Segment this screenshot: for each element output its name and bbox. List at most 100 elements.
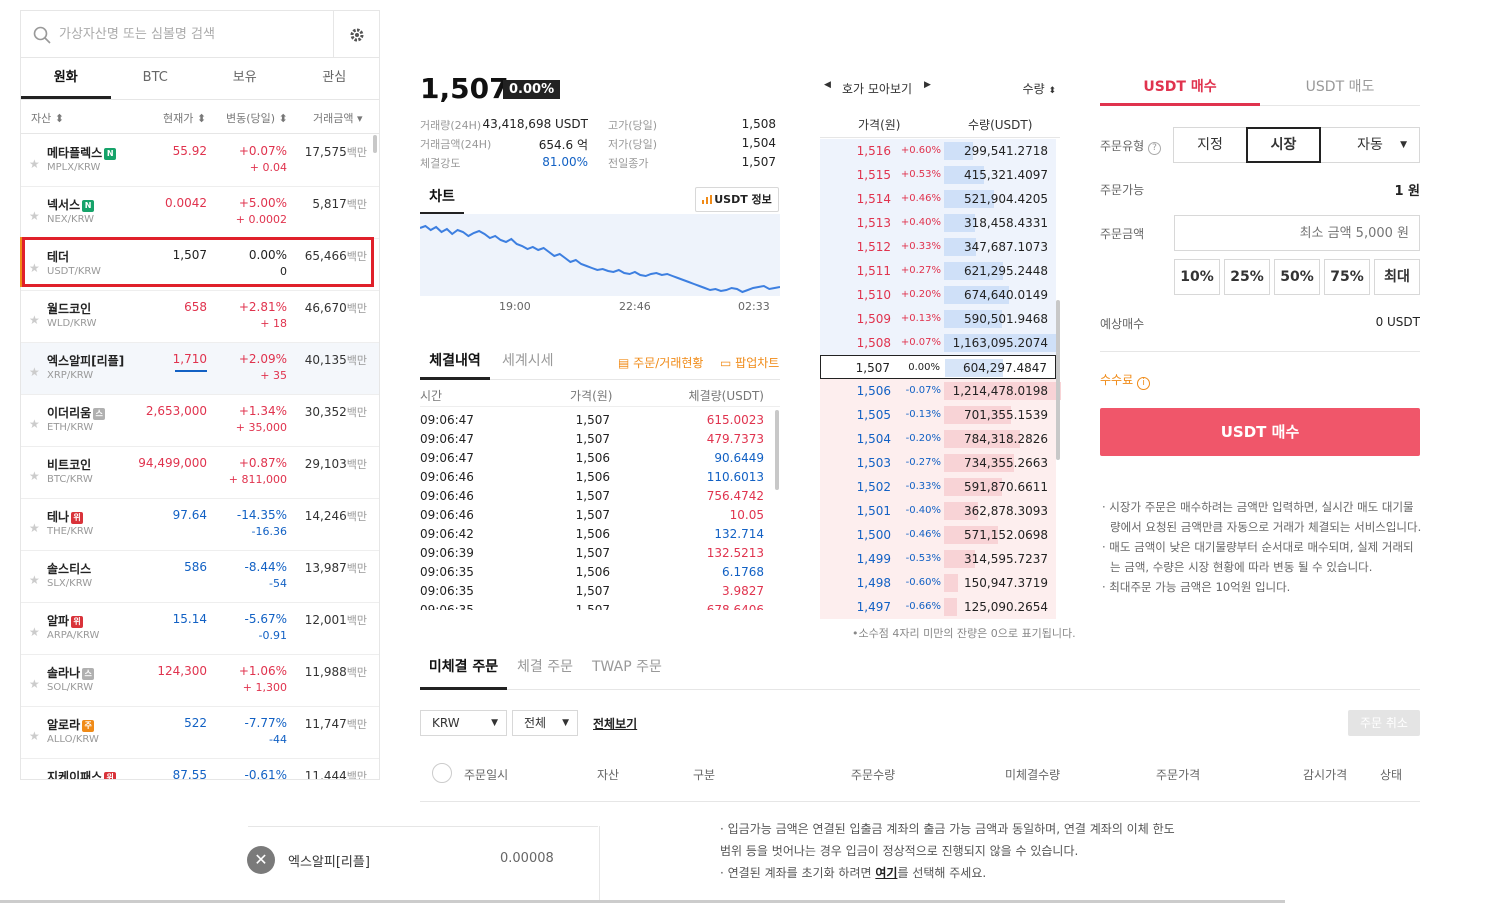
select-all-checkbox[interactable]	[432, 763, 452, 783]
market-row[interactable]: ★ 알파 위 ARPA/KRW 15.14 -5.67% -0.91 12,001백만	[21, 603, 379, 655]
orderbook-row[interactable]: 1,514 +0.46% 521,904.4205	[820, 187, 1056, 211]
help-icon[interactable]: ?	[1148, 142, 1161, 155]
star-icon[interactable]: ★	[29, 209, 40, 223]
market-scrollbar[interactable]	[373, 135, 377, 153]
orderbook-row[interactable]: 1,510 +0.20% 674,640.0149	[820, 283, 1056, 307]
market-row[interactable]: ★ 메타플렉스 N MPLX/KRW 55.92 +0.07% + 0.04 17,575백만	[21, 135, 379, 187]
currency-filter-select[interactable]: KRW ▼	[420, 710, 507, 736]
tab-filled-orders[interactable]: 체결 주문	[517, 659, 573, 675]
orderbook-row[interactable]: 1,509 +0.13% 590,501.9468	[820, 307, 1056, 331]
tab-holdings[interactable]: 보유	[232, 70, 257, 85]
cancel-order-button[interactable]: 주문 취소	[1348, 710, 1420, 736]
order-type-market[interactable]: 시장	[1246, 127, 1321, 163]
tab-buy[interactable]: USDT 매수	[1100, 72, 1260, 106]
stat-value: 81.00%	[542, 155, 588, 169]
fee-link[interactable]: 수수료 i	[1100, 371, 1151, 390]
orderbook-row[interactable]: 1,505 -0.13% 701,355.1539	[820, 403, 1056, 427]
tab-world-price[interactable]: 세계시세	[502, 353, 554, 369]
tab-open-orders[interactable]: 미체결 주문	[420, 652, 507, 690]
orderbook-row[interactable]: 1,513 +0.40% 318,458.4331	[820, 211, 1056, 235]
tab-trade-history[interactable]: 체결내역	[420, 350, 490, 380]
star-icon[interactable]: ★	[29, 521, 40, 535]
usdt-info-button[interactable]: USDT 정보	[695, 187, 779, 212]
market-row[interactable]: ★ 테나 위 THE/KRW 97.64 -14.35% -16.36 14,246백만	[21, 499, 379, 551]
market-row[interactable]: ★ 알로라 주 ALLO/KRW 522 -7.77% -44 11,747백만	[21, 707, 379, 759]
asset-badge: 주	[82, 720, 95, 732]
market-row[interactable]: ★ 넥서스 N NEX/KRW 0.0042 +5.00% + 0.0002 5,817백만	[21, 187, 379, 239]
amount-input[interactable]	[1174, 215, 1420, 251]
col-price[interactable]: 현재가 ⬍	[163, 112, 207, 125]
star-icon[interactable]: ★	[29, 157, 40, 171]
orderbook-row[interactable]: 1,507 0.00% 604,297.4847	[820, 355, 1056, 379]
asset-name: 이더리움 스	[47, 404, 106, 421]
orderbook-row[interactable]: 1,502 -0.33% 591,870.6611	[820, 475, 1056, 499]
orderbook-row[interactable]: 1,503 -0.27% 734,355.2663	[820, 451, 1056, 475]
tab-favorites[interactable]: 관심	[322, 70, 347, 85]
ob-qty: 571,152.0698	[964, 528, 1048, 542]
market-row[interactable]: ★ 월드코인 WLD/KRW 658 +2.81% + 18 46,670백만	[21, 291, 379, 343]
orderbook-row[interactable]: 1,508 +0.07% 1,163,095.2074	[820, 331, 1056, 355]
reset-link[interactable]: 여기	[875, 866, 898, 880]
tab-sell[interactable]: USDT 매도	[1305, 79, 1375, 95]
market-row[interactable]: ★ 엑스알피[리플] XRP/KRW 1,710 +2.09% + 35 40,135백만	[21, 343, 379, 395]
gear-icon[interactable]	[333, 11, 379, 58]
order-status-link[interactable]: ▤ 주문/거래현황	[618, 356, 704, 370]
orderbook-row[interactable]: 1,512 +0.33% 347,687.1073	[820, 235, 1056, 259]
orderbook-row[interactable]: 1,497 -0.66% 125,090.2654	[820, 595, 1056, 619]
popup-chart-link[interactable]: ▭ 팝업차트	[720, 356, 780, 370]
orderbook-row[interactable]: 1,515 +0.53% 415,321.4097	[820, 163, 1056, 187]
pct-max-button[interactable]: 최대	[1374, 259, 1420, 295]
trade-price: 1,506	[575, 470, 610, 484]
view-all-link[interactable]: 전체보기	[593, 717, 638, 731]
pct-10-button[interactable]: 10%	[1174, 259, 1220, 295]
orderbook-row[interactable]: 1,500 -0.46% 571,152.0698	[820, 523, 1056, 547]
orderbook-sort[interactable]: 수량 ⬍	[1022, 82, 1056, 96]
orderbook-scrollbar[interactable]	[1056, 300, 1060, 460]
market-search-input[interactable]	[59, 21, 329, 47]
expected-label: 예상매수	[1100, 317, 1145, 331]
col-volume[interactable]: 거래금액 ▾	[313, 112, 363, 125]
orderbook-row[interactable]: 1,499 -0.53% 314,595.7237	[820, 547, 1056, 571]
star-icon[interactable]: ★	[29, 625, 40, 639]
buy-button[interactable]: USDT 매수	[1100, 408, 1420, 456]
chevron-right-icon[interactable]: ▶	[924, 80, 931, 90]
trade-time: 09:06:47	[420, 413, 474, 427]
chevron-left-icon[interactable]: ◀	[824, 80, 831, 90]
pct-75-button[interactable]: 75%	[1324, 259, 1370, 295]
type-filter-select[interactable]: 전체 ▼	[512, 710, 578, 736]
asset-badge: 스	[82, 668, 95, 680]
market-row[interactable]: ★ 솔라나 스 SOL/KRW 124,300 +1.06% + 1,300 11,988백만	[21, 655, 379, 707]
orderbook-row[interactable]: 1,506 -0.07% 1,214,478.0198	[820, 379, 1061, 403]
market-row[interactable]: ★ 솔스티스 SLX/KRW 586 -8.44% -54 13,987백만	[21, 551, 379, 603]
col-asset[interactable]: 자산 ⬍	[31, 112, 64, 125]
star-icon[interactable]: ★	[29, 573, 40, 587]
star-icon[interactable]: ★	[29, 313, 40, 327]
orderbook-row[interactable]: 1,516 +0.60% 299,541.2718	[820, 139, 1056, 163]
order-type-limit[interactable]: 지정	[1173, 127, 1247, 163]
star-icon[interactable]: ★	[29, 365, 40, 379]
orderbook-row[interactable]: 1,498 -0.60% 150,947.3719	[820, 571, 1056, 595]
trade-scrollbar[interactable]	[775, 410, 779, 490]
star-icon[interactable]: ★	[29, 677, 40, 691]
market-row[interactable]: ★ 이더리움 스 ETH/KRW 2,653,000 +1.34% + 35,000 30,3…	[21, 395, 379, 447]
orderbook-row[interactable]: 1,501 -0.40% 362,878.3093	[820, 499, 1056, 523]
star-icon[interactable]: ★	[29, 469, 40, 483]
orderbook-row[interactable]: 1,504 -0.20% 784,318.2826	[820, 427, 1056, 451]
star-icon[interactable]: ★	[29, 729, 40, 743]
tab-chart[interactable]: 차트	[420, 186, 464, 215]
market-row[interactable]: ★ 비트코인 BTC/KRW 94,499,000 +0.87% + 811,000 29,…	[21, 447, 379, 499]
pct-50-button[interactable]: 50%	[1274, 259, 1320, 295]
market-row[interactable]: ★ 테더 USDT/KRW 1,507 0.00% 0 65,466백만	[21, 239, 379, 291]
order-type-auto[interactable]: 자동 ▼	[1320, 127, 1420, 163]
pct-25-button[interactable]: 25%	[1224, 259, 1270, 295]
trade-price: 1,507	[575, 413, 610, 427]
star-icon[interactable]: ★	[29, 417, 40, 431]
tab-krw[interactable]: 원화	[21, 58, 111, 99]
tab-btc[interactable]: BTC	[142, 70, 168, 85]
orderbook-row[interactable]: 1,511 +0.27% 621,295.2448	[820, 259, 1056, 283]
star-icon[interactable]: ★	[29, 261, 40, 275]
tab-twap-orders[interactable]: TWAP 주문	[592, 659, 662, 675]
col-change[interactable]: 변동(당일) ⬍	[226, 112, 288, 125]
price-chart[interactable]	[420, 214, 780, 296]
